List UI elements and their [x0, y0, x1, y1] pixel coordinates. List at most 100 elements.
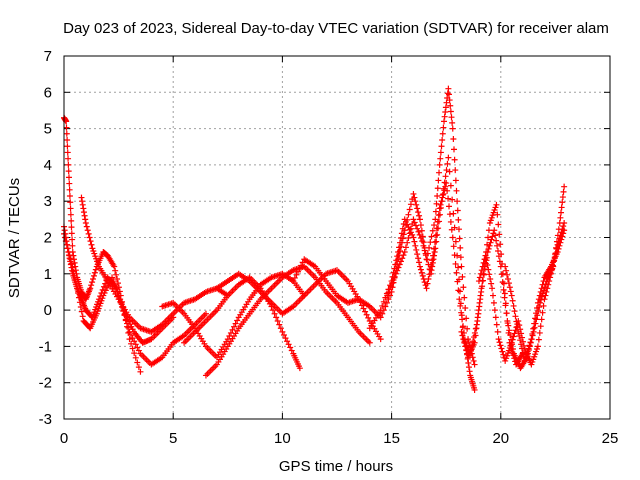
data-point-marker [419, 272, 426, 279]
data-point-marker [446, 97, 453, 104]
data-point-marker [558, 204, 565, 211]
data-point-marker [111, 263, 118, 270]
data-point-marker [64, 137, 71, 144]
data-point-marker [494, 242, 501, 249]
data-point-marker [535, 336, 542, 343]
data-point-marker [456, 235, 463, 242]
data-point-marker [129, 335, 136, 342]
data-point-marker [285, 341, 292, 348]
data-point-marker [447, 108, 454, 115]
data-point-marker [413, 201, 420, 208]
data-point-marker [538, 285, 545, 292]
data-point-marker [502, 302, 509, 309]
data-point-marker [271, 310, 278, 317]
data-point-marker [418, 227, 425, 234]
data-point-marker [541, 296, 548, 303]
data-point-marker [434, 231, 441, 238]
data-point-marker [80, 205, 87, 212]
data-point-marker [488, 236, 495, 243]
data-point-marker [366, 339, 373, 346]
data-point-marker [457, 300, 464, 307]
data-point-marker [535, 296, 542, 303]
data-point-marker [498, 271, 505, 278]
data-point-marker [559, 199, 566, 206]
data-point-marker [445, 154, 452, 161]
data-point-marker [455, 276, 462, 283]
data-point-marker [64, 149, 71, 156]
data-point-marker [299, 259, 306, 266]
data-point-marker [296, 265, 303, 272]
data-point-marker [440, 185, 447, 192]
data-point-marker [470, 357, 477, 364]
data-point-marker [542, 292, 549, 299]
data-point-marker [394, 253, 401, 260]
data-point-marker [512, 313, 519, 320]
data-point-marker [496, 258, 503, 265]
data-point-marker [491, 307, 498, 314]
data-point-marker [232, 320, 239, 327]
data-point-marker [471, 386, 478, 393]
data-point-marker [276, 321, 283, 328]
data-point-marker [509, 345, 516, 352]
data-point-marker [442, 173, 449, 180]
data-point-marker [438, 143, 445, 150]
data-point-marker [63, 241, 70, 248]
data-point-marker [484, 261, 491, 268]
data-point-marker [461, 339, 468, 346]
data-point-marker [407, 201, 414, 208]
data-point-marker [67, 199, 74, 206]
data-point-marker [92, 266, 99, 273]
data-point-marker [480, 271, 487, 278]
data-point-marker [416, 216, 423, 223]
data-point-marker [518, 341, 525, 348]
data-point-marker [430, 256, 437, 263]
data-point-marker [421, 247, 428, 254]
data-point-marker [537, 288, 544, 295]
data-point-marker [424, 256, 431, 263]
data-point-marker [491, 227, 498, 234]
data-point-marker [277, 325, 284, 332]
data-point-marker [555, 245, 562, 252]
data-point-marker [446, 91, 453, 98]
data-point-marker [561, 219, 568, 226]
y-tick-label: -1 [39, 338, 52, 355]
data-point-marker [377, 307, 384, 314]
data-point-marker [72, 263, 79, 270]
data-point-marker [90, 272, 97, 279]
y-axis-label: SDTVAR / TECUs [6, 178, 23, 298]
data-point-marker [360, 305, 367, 312]
data-point-marker [67, 211, 74, 218]
data-point-marker [495, 336, 502, 343]
data-point-marker [537, 323, 544, 330]
data-point-marker [559, 194, 566, 201]
data-point-marker [423, 285, 430, 292]
data-point-marker [533, 316, 540, 323]
data-point-marker [560, 223, 567, 230]
data-point-marker [493, 237, 500, 244]
data-point-marker [458, 312, 465, 319]
data-point-marker [114, 275, 121, 282]
data-point-marker [422, 252, 429, 259]
data-point-marker [125, 324, 132, 331]
data-point-marker [447, 218, 454, 225]
data-point-marker [398, 230, 405, 237]
data-point-marker [478, 267, 485, 274]
data-point-marker [519, 349, 526, 356]
data-point-marker [296, 365, 303, 372]
data-point-marker [413, 246, 420, 253]
data-point-marker [532, 315, 539, 322]
data-point-marker [441, 113, 448, 120]
data-point-marker [457, 254, 464, 261]
data-point-marker [67, 205, 74, 212]
data-point-marker [459, 324, 466, 331]
data-point-marker [429, 263, 436, 270]
data-point-marker [529, 330, 536, 337]
data-point-marker [471, 339, 478, 346]
data-point-marker [471, 361, 478, 368]
data-point-marker [282, 335, 289, 342]
x-tick-label: 25 [602, 430, 619, 447]
data-point-marker [435, 177, 442, 184]
data-point-marker [270, 307, 277, 314]
data-point-marker [137, 368, 144, 375]
